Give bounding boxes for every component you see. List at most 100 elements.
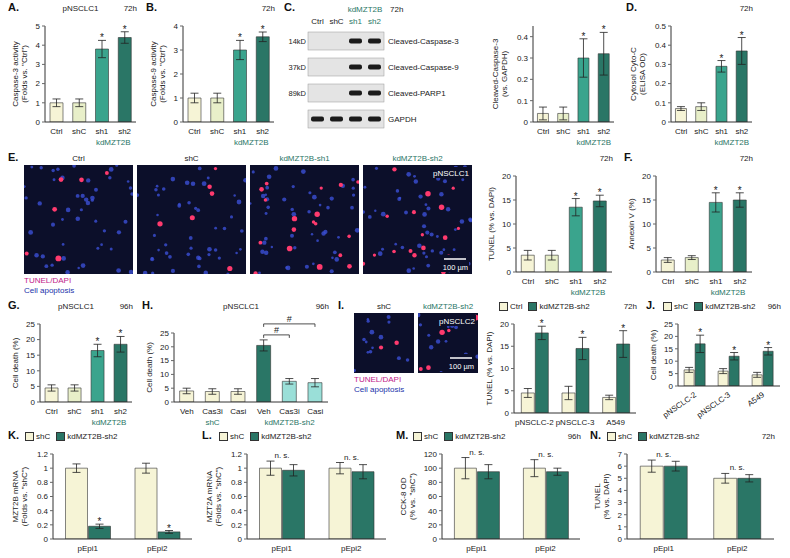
svg-text:sh2: sh2	[735, 127, 748, 136]
svg-text:0: 0	[433, 535, 438, 544]
svg-text:0.4: 0.4	[655, 41, 667, 50]
svg-text:*: *	[698, 327, 702, 338]
svg-text:0.2: 0.2	[231, 521, 243, 530]
svg-text:Caspase-3 activity(Folds vs. ": Caspase-3 activity(Folds vs. "Ctrl")	[11, 41, 29, 106]
svg-text:0: 0	[165, 398, 170, 407]
svg-text:20: 20	[502, 172, 511, 181]
svg-text:sh1: sh1	[91, 407, 104, 416]
svg-text:sh2: sh2	[368, 17, 381, 26]
svg-text:10: 10	[664, 357, 673, 366]
svg-text:Ctrl: Ctrl	[50, 127, 63, 136]
svg-text:kdMZT2B: kdMZT2B	[96, 138, 131, 147]
svg-text:100: 100	[424, 464, 438, 473]
svg-text:20: 20	[428, 521, 437, 530]
svg-text:20: 20	[160, 343, 169, 352]
svg-text:pEpi2: pEpi2	[727, 544, 748, 553]
svg-text:pNSCLC2: pNSCLC2	[439, 317, 476, 326]
svg-text:20: 20	[664, 332, 673, 341]
svg-text:10: 10	[500, 364, 509, 373]
svg-text:14kD: 14kD	[288, 37, 306, 46]
svg-text:*: *	[581, 329, 585, 340]
svg-text:10: 10	[26, 367, 35, 376]
svg-text:Casi: Casi	[230, 407, 246, 416]
svg-text:kdMZT2B: kdMZT2B	[714, 138, 749, 147]
svg-text:TUNEL(% vs. DAPI): TUNEL(% vs. DAPI)	[593, 473, 611, 519]
svg-text:5: 5	[647, 244, 652, 253]
svg-text:sh2: sh2	[734, 277, 747, 286]
svg-text:0: 0	[174, 118, 179, 127]
svg-text:0.4: 0.4	[37, 507, 49, 516]
svg-text:5: 5	[669, 369, 674, 378]
svg-text:pEpi1: pEpi1	[78, 544, 99, 553]
svg-text:Cytosol Cyto-C(ELISA OD): Cytosol Cyto-C(ELISA OD)	[629, 47, 647, 101]
svg-text:15: 15	[502, 196, 511, 205]
svg-text:*: *	[261, 24, 265, 35]
svg-text:n. s.: n. s.	[344, 453, 359, 462]
svg-text:pEpi1: pEpi1	[654, 544, 675, 553]
svg-text:20: 20	[642, 172, 651, 181]
svg-text:sh2: sh2	[114, 407, 127, 416]
svg-text:kdMZT2B: kdMZT2B	[571, 288, 606, 297]
svg-text:0: 0	[505, 409, 510, 418]
svg-text:15: 15	[642, 196, 651, 205]
svg-text:sh1: sh1	[95, 127, 108, 136]
svg-text:Cleaved-PARP1: Cleaved-PARP1	[388, 89, 446, 98]
svg-text:*: *	[167, 523, 171, 534]
svg-text:sh1: sh1	[570, 277, 583, 286]
svg-text:5: 5	[165, 384, 170, 393]
svg-text:2: 2	[618, 511, 623, 520]
svg-text:0.1: 0.1	[655, 99, 667, 108]
svg-text:*: *	[238, 32, 242, 43]
svg-text:15: 15	[26, 351, 35, 360]
svg-text:kdMZT2B: kdMZT2B	[348, 5, 383, 14]
svg-text:shC: shC	[545, 277, 559, 286]
svg-text:pNSCLC-2: pNSCLC-2	[661, 390, 698, 420]
svg-text:kdMZT2B: kdMZT2B	[711, 288, 746, 297]
svg-text:n. s.: n. s.	[538, 450, 553, 459]
svg-text:0.4: 0.4	[517, 33, 529, 42]
svg-text:*: *	[766, 340, 770, 351]
svg-text:3: 3	[36, 60, 41, 69]
svg-text:10: 10	[642, 220, 651, 229]
svg-text:1: 1	[618, 523, 623, 532]
svg-text:37kD: 37kD	[288, 63, 306, 72]
svg-text:Caspase-9 activity(Folds vs. ": Caspase-9 activity(Folds vs. "Ctrl")	[149, 41, 167, 106]
svg-text:0: 0	[507, 268, 512, 277]
svg-text:Ctrl: Ctrl	[537, 127, 550, 136]
svg-text:Cleaved-Caspase-3: Cleaved-Caspase-3	[388, 37, 459, 46]
svg-text:25: 25	[160, 329, 169, 338]
svg-text:5: 5	[505, 387, 510, 396]
svg-text:kdMZT2B: kdMZT2B	[576, 138, 611, 147]
svg-text:Cas3i: Cas3i	[279, 407, 300, 416]
svg-text:A549: A549	[746, 390, 767, 408]
svg-text:kdMZT2B-sh2: kdMZT2B-sh2	[264, 418, 315, 427]
svg-text:sh1: sh1	[715, 127, 728, 136]
svg-text:sh1: sh1	[233, 127, 246, 136]
svg-text:pEpi2: pEpi2	[341, 544, 362, 553]
svg-text:4: 4	[36, 41, 41, 50]
svg-text:Casi: Casi	[307, 407, 323, 416]
svg-text:Ctrl: Ctrl	[45, 407, 58, 416]
svg-text:0.4: 0.4	[231, 507, 243, 516]
svg-text:0: 0	[647, 268, 652, 277]
svg-text:sh1: sh1	[577, 127, 590, 136]
svg-text:15: 15	[160, 356, 169, 365]
svg-text:Cleaved-Caspase-9: Cleaved-Caspase-9	[388, 63, 459, 72]
svg-text:0: 0	[31, 398, 36, 407]
svg-text:1: 1	[36, 99, 41, 108]
svg-text:shC: shC	[694, 127, 708, 136]
svg-text:5: 5	[618, 474, 623, 483]
svg-text:pEpi1: pEpi1	[466, 544, 487, 553]
svg-text:0.2: 0.2	[37, 521, 49, 530]
svg-text:*: *	[738, 185, 742, 196]
svg-text:*: *	[621, 323, 625, 334]
svg-text:1: 1	[174, 94, 179, 103]
svg-text:7: 7	[618, 450, 623, 459]
svg-text:pNSCLC1: pNSCLC1	[433, 169, 470, 178]
svg-text:0: 0	[524, 118, 529, 127]
svg-text:TUNEL (% vs. DAPI): TUNEL (% vs. DAPI)	[487, 187, 496, 261]
svg-text:1.2: 1.2	[37, 450, 49, 459]
svg-text:1: 1	[238, 464, 243, 473]
svg-text:3: 3	[174, 46, 179, 55]
svg-text:25: 25	[26, 320, 35, 329]
